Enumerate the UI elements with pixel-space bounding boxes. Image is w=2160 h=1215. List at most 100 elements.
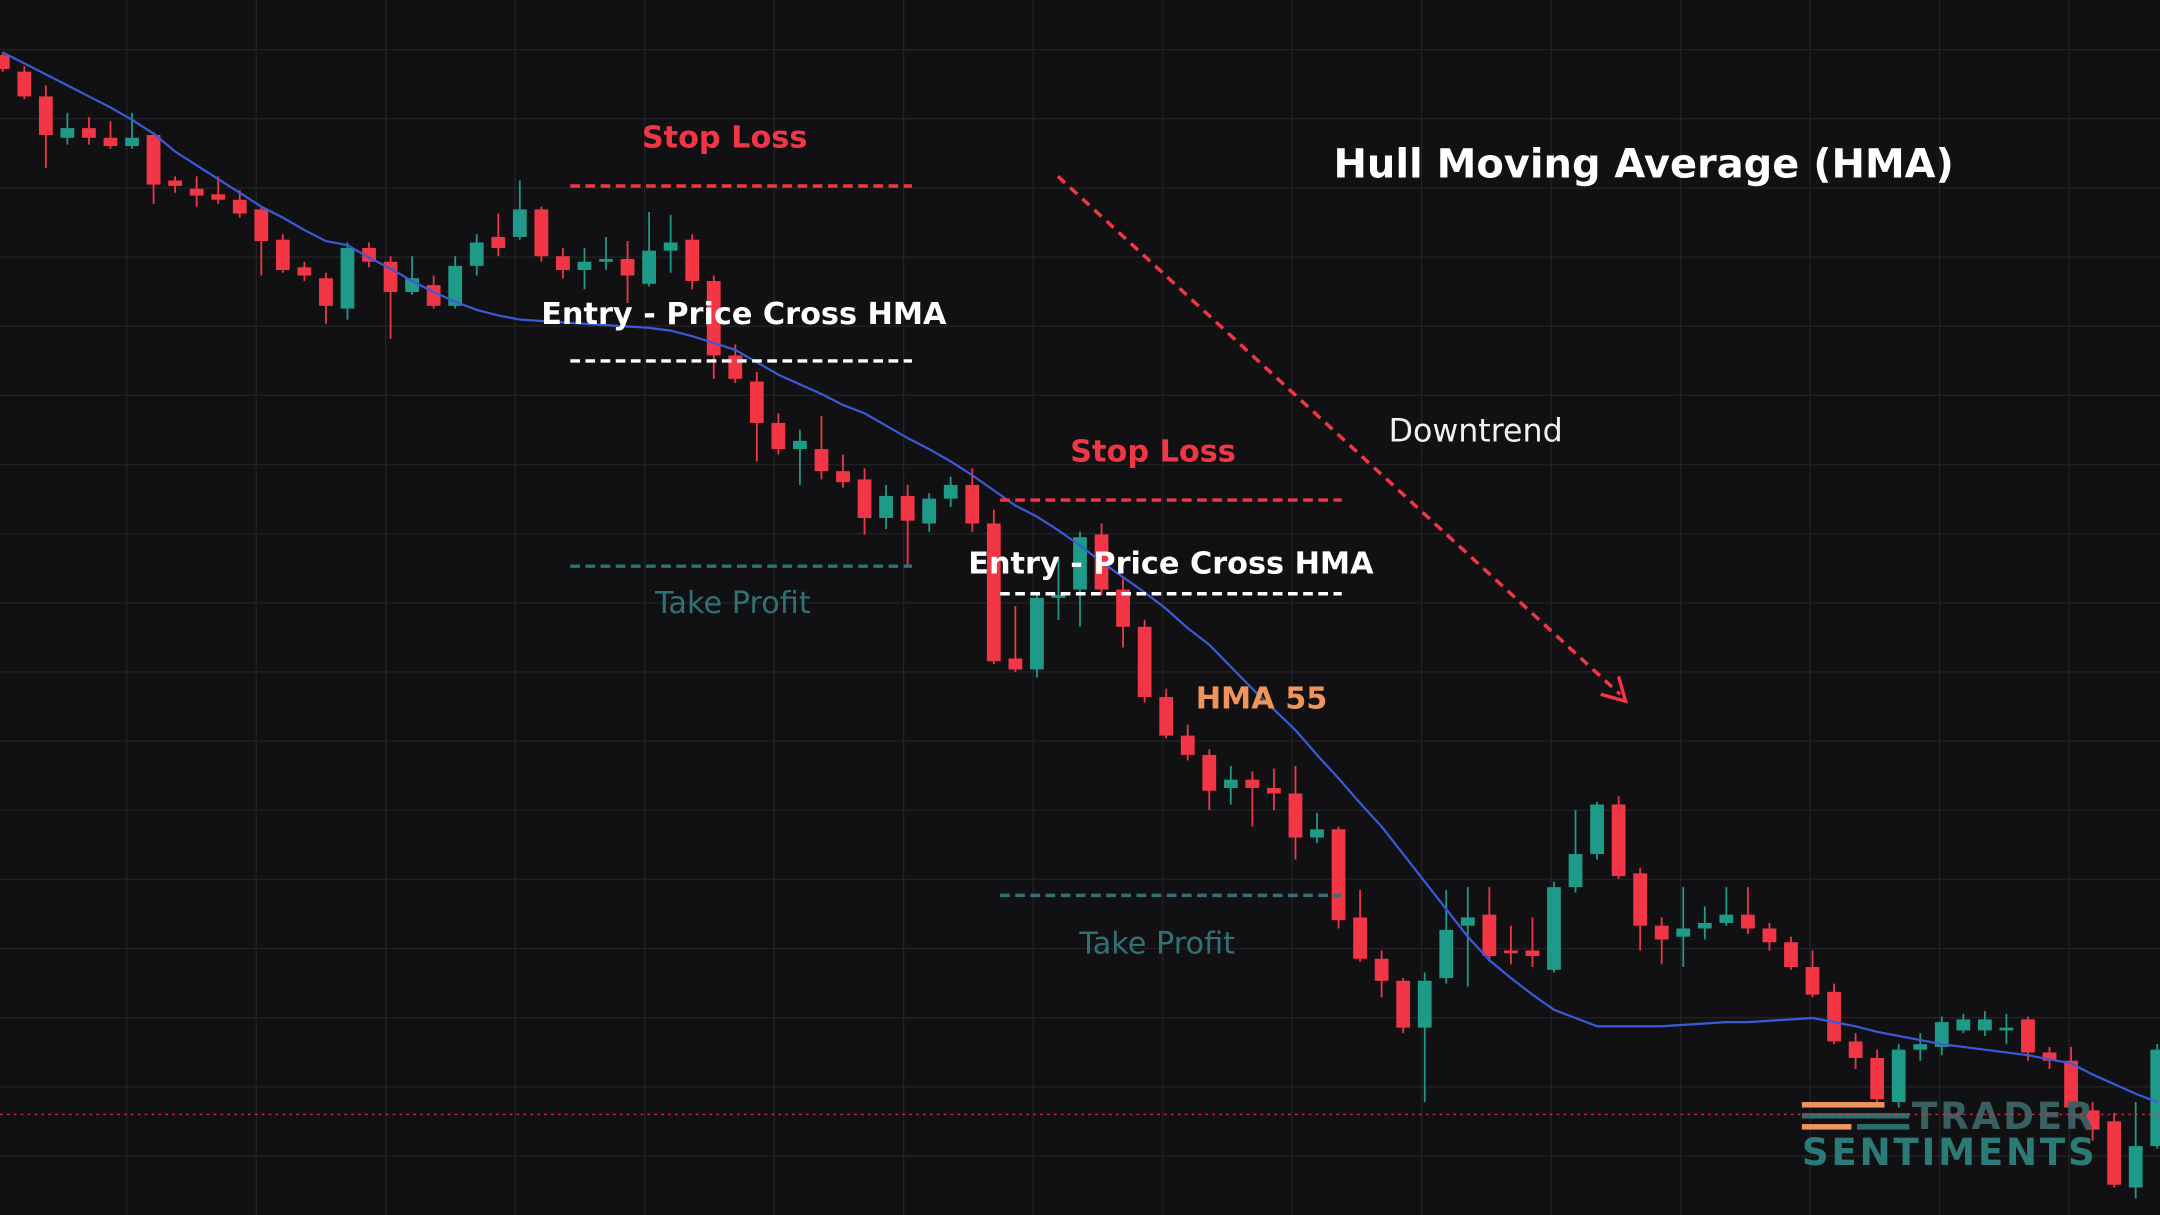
hma-line — [2, 51, 2158, 1104]
downtrend-arrow — [1056, 175, 1622, 696]
candle-body — [1245, 779, 1260, 788]
candle-body — [232, 199, 247, 214]
candle-body — [491, 236, 506, 248]
candle-body — [1525, 950, 1540, 957]
candle-body — [793, 440, 807, 450]
candle-body — [1676, 928, 1691, 937]
candle-body — [1482, 914, 1497, 957]
candle-body — [1310, 829, 1324, 838]
candle-body — [2064, 1060, 2078, 1108]
logo-stripe — [1801, 1113, 1910, 1119]
candle-body — [146, 135, 161, 185]
candle-body — [1654, 925, 1669, 940]
candle-body — [1762, 928, 1777, 943]
candle-body — [1051, 595, 1066, 598]
candle-body — [986, 523, 1001, 662]
candle-body — [1956, 1019, 1971, 1031]
level-label: Entry - Price Cross HMA — [541, 297, 947, 332]
candle-body — [620, 258, 635, 276]
candle-body — [1008, 658, 1023, 670]
candle-body — [1999, 1027, 2014, 1031]
candle-body — [1288, 793, 1303, 838]
candle-body — [1741, 914, 1755, 929]
logo-stripe — [1856, 1124, 1910, 1130]
level-label: Entry - Price Cross HMA — [968, 546, 1374, 581]
candle-body — [125, 137, 139, 147]
level-label: Take Profit — [654, 586, 811, 621]
candle-body — [1460, 917, 1475, 926]
candle-body — [642, 250, 656, 284]
candle-body — [943, 484, 958, 499]
candle-body — [275, 239, 290, 270]
candle-body — [749, 381, 764, 423]
candle-body — [211, 194, 226, 200]
candle-body — [297, 267, 312, 276]
candle-body — [879, 495, 893, 518]
candle-body — [1374, 958, 1389, 981]
candle-body — [426, 285, 441, 306]
candle-body — [706, 281, 721, 356]
candle-body — [1934, 1022, 1949, 1047]
candle-body — [1848, 1041, 1863, 1058]
candle-body — [728, 355, 743, 379]
candle-body — [1267, 787, 1281, 794]
chart-title: Hull Moving Average (HMA) — [1333, 142, 1953, 188]
candle-body — [534, 209, 549, 257]
level-label: Take Profit — [1078, 927, 1235, 962]
candle-body — [319, 278, 333, 306]
candle-body — [965, 484, 980, 524]
candle-body — [1137, 626, 1152, 698]
series-label: HMA 55 — [1196, 681, 1328, 716]
candle-body — [1030, 597, 1044, 670]
candle-body — [1116, 589, 1130, 627]
candle-body — [771, 422, 786, 450]
candle-body — [2150, 1049, 2160, 1147]
watermark: TRADER SENTIMENTS — [1801, 1094, 2098, 1174]
candle-body — [1223, 779, 1238, 788]
candle-body — [1590, 804, 1604, 855]
candle-body — [556, 256, 570, 270]
annotation: Downtrend — [1389, 414, 1563, 450]
watermark-text: SENTIMENTS — [1802, 1130, 2098, 1174]
candle-body — [340, 247, 355, 309]
candle-body — [1633, 873, 1648, 926]
candle-body — [254, 209, 269, 242]
candle-body — [1504, 950, 1518, 954]
logo-stripe — [1801, 1124, 1852, 1130]
candle-body — [685, 239, 700, 282]
level-label: Stop Loss — [642, 121, 808, 156]
logo-stripe — [1801, 1102, 1885, 1108]
candle-body — [448, 265, 463, 306]
candle-body — [1827, 991, 1841, 1042]
candle-body — [836, 471, 850, 483]
candle-body — [189, 188, 204, 196]
candle-body — [1073, 537, 1087, 590]
candle-body — [1202, 754, 1217, 791]
candle-body — [1697, 922, 1712, 929]
candle-body — [1870, 1057, 1885, 1100]
candle-body — [38, 96, 53, 135]
candle-body — [663, 242, 678, 251]
candle-body — [512, 209, 527, 237]
candle-body — [2021, 1019, 2035, 1053]
candle-body — [1353, 917, 1367, 959]
candle-body — [0, 55, 10, 69]
candle-body — [82, 128, 96, 138]
candle-body — [1180, 735, 1195, 755]
downtrend-arrowhead — [1600, 675, 1628, 704]
candle-body — [900, 495, 915, 521]
candle-body — [1417, 980, 1432, 1028]
candle-body — [1784, 942, 1798, 968]
candle-body — [2128, 1146, 2143, 1188]
candle-body — [103, 137, 118, 147]
candle-body — [922, 498, 937, 524]
candle-body — [168, 180, 183, 186]
candle-body — [1611, 804, 1626, 877]
candle-body — [577, 261, 592, 270]
candle-body — [599, 258, 613, 262]
candle-body — [857, 479, 872, 518]
candle-body — [1396, 980, 1411, 1028]
level-label: Stop Loss — [1070, 435, 1236, 470]
candle-body — [1891, 1049, 1906, 1103]
